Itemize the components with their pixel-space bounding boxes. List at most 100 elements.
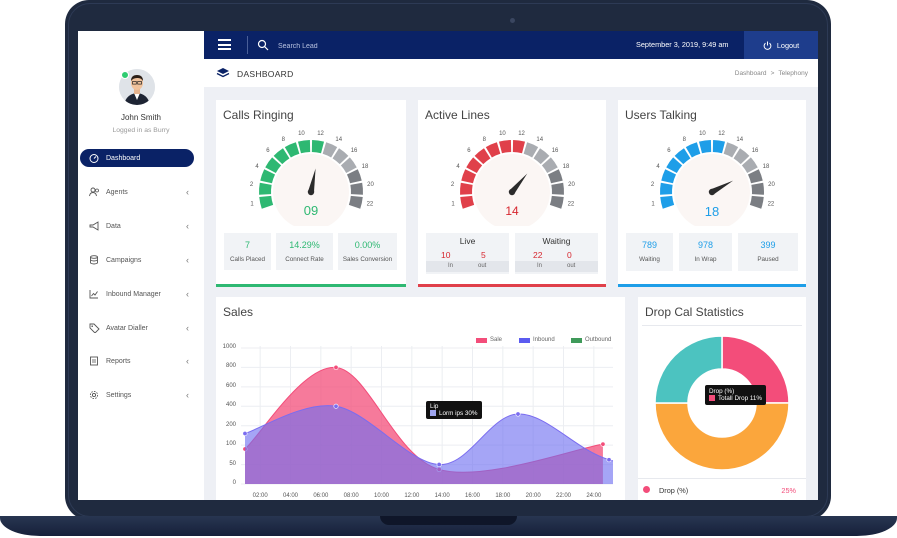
strip bbox=[515, 261, 598, 272]
sidebar-item-label: Dashboard bbox=[106, 154, 141, 162]
page-title: DASHBOARD bbox=[237, 69, 294, 79]
donut-slice-b bbox=[654, 402, 790, 471]
gauge-needle bbox=[509, 173, 528, 194]
gauge-segment bbox=[674, 148, 691, 165]
gauge-tick-label: 14 bbox=[335, 137, 342, 143]
sidebar-item-label: Reports bbox=[106, 357, 131, 365]
legend-inbound[interactable]: Inbound bbox=[519, 337, 555, 343]
tooltip-title: Drop (%) bbox=[709, 388, 735, 395]
current-datetime: September 3, 2019, 9:49 am bbox=[636, 40, 729, 49]
layers-icon bbox=[216, 68, 230, 78]
legend-outbound[interactable]: Outbound bbox=[571, 337, 611, 343]
stat-label: Paused bbox=[757, 256, 779, 263]
sidebar-item-agents[interactable]: Agents ‹ bbox=[80, 183, 194, 201]
logout-button[interactable]: Logout bbox=[744, 31, 818, 59]
gauge-segment bbox=[749, 195, 764, 209]
stat-label: Calls Placed bbox=[230, 256, 265, 263]
sidebar-item-inbound-manager[interactable]: Inbound Manager ‹ bbox=[80, 285, 194, 303]
power-icon bbox=[763, 41, 772, 50]
gauge-tick-label: 14 bbox=[536, 137, 543, 143]
data-point bbox=[515, 411, 521, 417]
divider bbox=[247, 36, 248, 54]
gauge-tick-label: 8 bbox=[683, 137, 687, 143]
gauge-value: 18 bbox=[704, 204, 720, 219]
stat-calls-placed: 7 Calls Placed bbox=[224, 233, 271, 270]
y-tick-label: 200 bbox=[225, 421, 236, 428]
tooltip-text: Lorm ips 30% bbox=[439, 410, 478, 417]
chart-icon bbox=[88, 289, 100, 299]
x-tick-label: 06:00 bbox=[313, 493, 329, 499]
chevron-left-icon: ‹ bbox=[186, 323, 189, 333]
card-title: Drop Cal Statistics bbox=[645, 305, 744, 319]
y-tick-label: 50 bbox=[229, 460, 236, 467]
y-tick-label: 600 bbox=[225, 382, 236, 389]
waiting-label: Waiting bbox=[542, 236, 571, 246]
gauge-hub bbox=[307, 188, 315, 196]
strip bbox=[426, 261, 509, 272]
gauge-tick-label: 6 bbox=[667, 148, 671, 154]
in-label: In bbox=[448, 263, 454, 269]
stat-waiting: 789 Waiting bbox=[626, 233, 673, 271]
gauge-segment bbox=[273, 148, 290, 165]
x-tick-label: 10:00 bbox=[373, 493, 389, 499]
logout-label: Logout bbox=[776, 40, 800, 50]
card-title: Calls Ringing bbox=[223, 108, 294, 122]
gauge-segment bbox=[523, 142, 539, 158]
laptop-base bbox=[0, 516, 897, 536]
gauge-tick-label: 20 bbox=[568, 182, 575, 188]
gauge-tick-label: 8 bbox=[483, 137, 487, 143]
search-input[interactable] bbox=[276, 37, 480, 55]
legend-sale[interactable]: Sale bbox=[476, 337, 502, 343]
gauge-segment bbox=[747, 169, 763, 184]
donut-slice-drop bbox=[721, 335, 790, 404]
stat-label: Sales Conversion bbox=[342, 256, 393, 263]
sidebar-item-settings[interactable]: Settings ‹ bbox=[80, 386, 194, 404]
sidebar-item-label: Data bbox=[106, 222, 121, 230]
gauge-tick-label: 1 bbox=[651, 201, 655, 207]
gauge-segment bbox=[297, 140, 311, 154]
gauge-segment bbox=[461, 169, 477, 184]
sidebar-item-campaigns[interactable]: Campaigns ‹ bbox=[80, 251, 194, 269]
gauge-tick-label: 22 bbox=[568, 201, 575, 207]
user-name: John Smith bbox=[120, 113, 162, 122]
hamburger-menu-icon[interactable] bbox=[218, 39, 231, 50]
avatar[interactable] bbox=[119, 69, 155, 105]
card-title: Sales bbox=[223, 305, 254, 319]
stat-label: In Wrap bbox=[694, 256, 717, 263]
sidebar-item-avatar-dialler[interactable]: Avatar Dialler ‹ bbox=[80, 319, 194, 337]
gauge-tick-label: 18 bbox=[362, 164, 369, 170]
gauge-segment bbox=[660, 195, 675, 209]
breadcrumb-link[interactable]: Dashboard bbox=[734, 70, 767, 77]
drop-stats-card: Drop Cal Statistics Drop (%) Totall Drop… bbox=[638, 297, 806, 500]
live-box: Live 10 5 In out bbox=[426, 233, 509, 274]
database-icon bbox=[88, 255, 100, 265]
gauge-segment bbox=[723, 142, 739, 158]
gauge-segment bbox=[284, 142, 300, 158]
gauge-hub bbox=[708, 188, 716, 196]
sidebar-item-data[interactable]: Data ‹ bbox=[80, 217, 194, 235]
card-title: Active Lines bbox=[425, 108, 490, 122]
tooltip-swatch bbox=[430, 410, 436, 416]
divider bbox=[642, 325, 802, 326]
users-icon bbox=[88, 187, 100, 197]
gauge-tick-label: 6 bbox=[266, 148, 270, 154]
gauge-tick-label: 8 bbox=[282, 137, 286, 143]
sidebar-item-label: Inbound Manager bbox=[106, 290, 161, 298]
sidebar-item-reports[interactable]: Reports ‹ bbox=[80, 352, 194, 370]
gauge-tick-label: 22 bbox=[768, 201, 775, 207]
card-accent-bar bbox=[216, 284, 406, 287]
y-tick-label: 100 bbox=[225, 441, 236, 448]
gauge-segment bbox=[340, 157, 357, 174]
top-bar: September 3, 2019, 9:49 am Logout bbox=[204, 31, 818, 59]
gauge-tick-label: 12 bbox=[317, 131, 324, 137]
gauge-segment bbox=[474, 148, 491, 165]
sidebar-item-dashboard[interactable]: Dashboard bbox=[80, 149, 194, 167]
live-in-value: 10 bbox=[441, 250, 451, 260]
dashboard-icon bbox=[88, 153, 100, 163]
laptop-notch bbox=[380, 516, 517, 525]
y-tick-label: 400 bbox=[225, 402, 236, 409]
tooltip-text: Totall Drop 11% bbox=[718, 395, 762, 402]
gauge-segment bbox=[332, 148, 349, 165]
gauge-needle bbox=[308, 168, 316, 193]
x-tick-label: 16:00 bbox=[464, 493, 480, 499]
